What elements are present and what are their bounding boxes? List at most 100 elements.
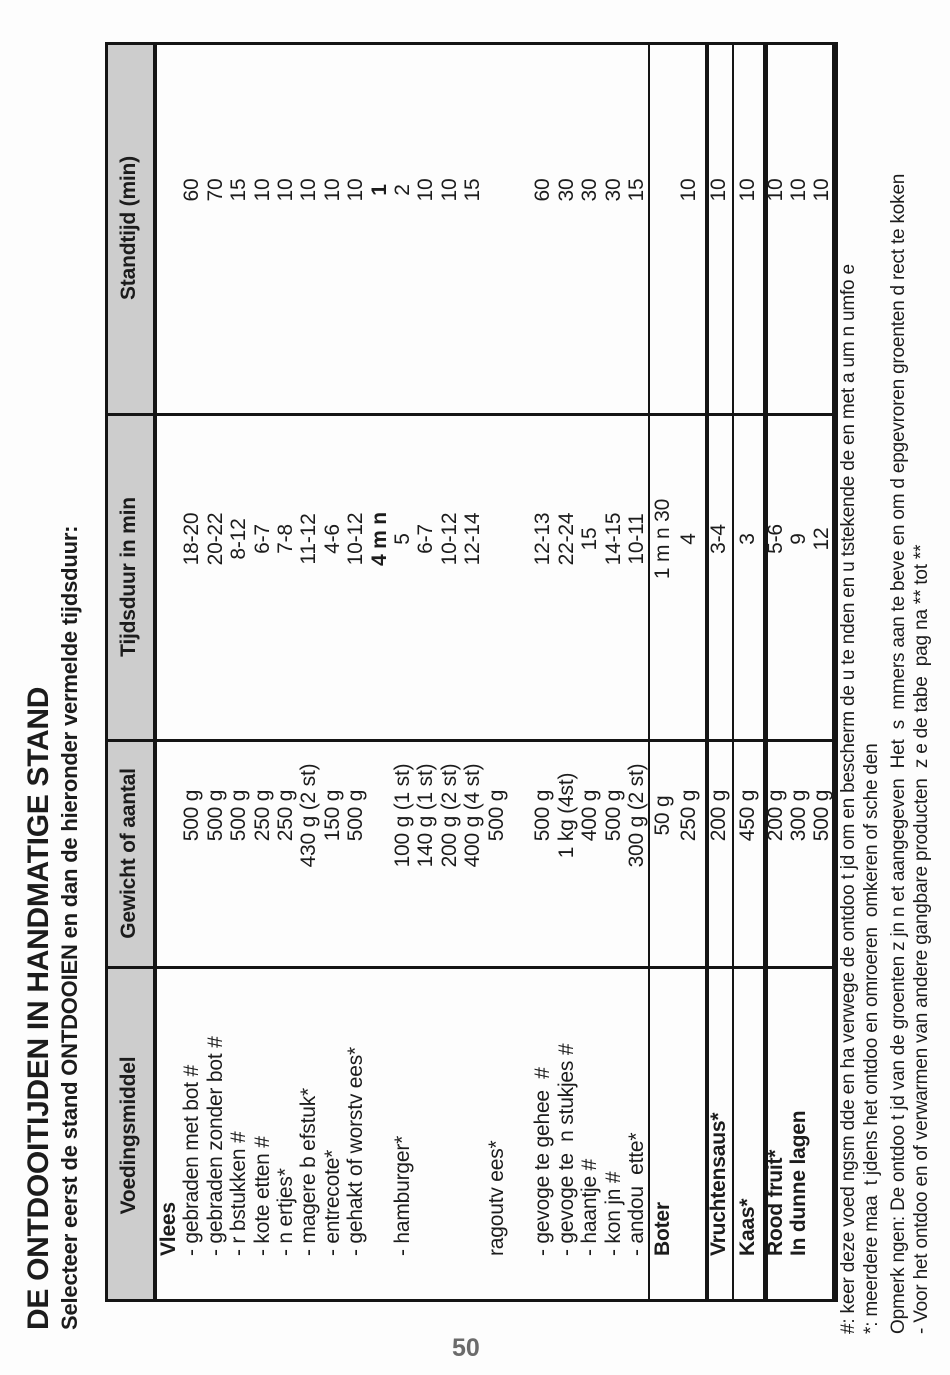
table-row: - gebraden zonder bot # 500 g 20-22 70 [204, 42, 227, 1302]
food-label-cell: - r bstukken # [227, 1131, 251, 1256]
standtime-cell: 70 [203, 178, 227, 202]
food-label-cell [810, 934, 833, 1256]
food-label-cell: - haantje # [578, 1158, 602, 1256]
rotated-page-content: DE ONTDOOITIJDEN IN HANDMATIGE STAND Sel… [22, 4, 932, 1334]
food-label-cell: ragoutv ees* [484, 1140, 508, 1256]
standtime-cell: 10 [344, 178, 368, 202]
weight-cell: 200 g [707, 789, 730, 842]
weight-cell: 400 g [578, 789, 602, 842]
table-row: 4 m n 1 [368, 42, 391, 1302]
column-header-tijdsduur: Tijdsduur in min [117, 497, 140, 657]
food-label-cell: - andou ette* [625, 1132, 648, 1256]
weight-cell: 500 g [227, 789, 251, 842]
time-cell: 4 m n [367, 512, 391, 566]
standtime-cell [485, 4, 508, 376]
time-cell: 18-20 [180, 512, 204, 566]
table-row: In dunne lagen 300 g 9 10 [787, 42, 810, 1302]
table-row: - gevoge te gehee # 500 g 12-13 60 [531, 42, 554, 1302]
food-label-cell: - gehakt of worstv ees* [344, 1047, 368, 1256]
weight-cell: 140 g (1 st) [414, 763, 438, 868]
standtime-cell: 10 [274, 178, 297, 202]
time-cell: 4-6 [320, 524, 344, 554]
weight-cell [368, 702, 391, 929]
food-label-cell: Boter [651, 1202, 674, 1256]
food-label-cell: Vruchtensaus* [707, 1112, 730, 1256]
time-cell: 12-13 [531, 512, 555, 566]
time-cell: 12 [810, 527, 833, 551]
weight-cell: 100 g (1 st) [391, 763, 414, 868]
standtime-cell: 10 [320, 178, 344, 202]
standtime-cell: 10 [297, 178, 321, 202]
time-cell: 9 [787, 533, 810, 545]
table-row: Kaas* 450 g 3 10 [736, 42, 759, 1302]
weight-cell: 200 g [764, 789, 787, 842]
standtime-cell: 60 [531, 178, 555, 202]
time-cell: 5-6 [764, 524, 787, 554]
footnote-opmerkingen: Opmerk ngen: De ontdoo t jd van de groen… [888, 173, 909, 1334]
table-row: 140 g (1 st) 6-7 10 [414, 42, 437, 1302]
food-label-cell [414, 934, 437, 1256]
table-row: - gehakt of worstv ees* 500 g 10-12 10 [344, 42, 367, 1302]
table-row: - entrecote* 150 g 4-6 10 [321, 42, 344, 1302]
time-cell [157, 376, 180, 702]
weight-cell: 50 g [651, 795, 674, 836]
weight-cell: 450 g [736, 789, 759, 842]
weight-cell: 1 kg (4st) [554, 772, 578, 859]
table-row: Vlees [157, 42, 180, 1302]
time-cell: 14-15 [601, 512, 625, 566]
food-label-cell: - kon jn # [601, 1171, 625, 1256]
food-label-cell [438, 934, 461, 1256]
food-label-cell: - gevoge te gehee # [531, 1067, 555, 1256]
time-cell: 6-7 [250, 524, 274, 554]
time-cell: 1 m n 30 [651, 498, 674, 580]
table-row: - haantje # 400 g 15 30 [578, 42, 601, 1302]
page-number: 50 [452, 1334, 480, 1362]
table-row: 500 g 12 10 [810, 42, 833, 1302]
standtime-cell: 30 [601, 178, 625, 202]
table-row: Vruchtensaus* 200 g 3-4 10 [707, 42, 730, 1302]
standtime-cell: 10 [736, 178, 759, 202]
table-row: - gebraden met bot # 500 g 18-20 60 [180, 42, 203, 1302]
weight-cell: 500 g [180, 789, 204, 842]
time-cell: 4 [677, 533, 700, 545]
footnote-hash: #: keer deze voed ngsm dde en ha verwege… [838, 264, 859, 1334]
food-label-cell: In dunne lagen [787, 1110, 810, 1256]
time-cell: 6-7 [414, 524, 438, 554]
section-separator-boter [648, 42, 650, 1302]
table-row: Rood fruit* 200 g 5-6 10 [764, 42, 787, 1302]
standtime-cell [508, 4, 531, 376]
standtime-cell: 1 [367, 184, 391, 196]
footnote-asterisk: *: meerdere maa t jdens het ontdoo en om… [861, 743, 882, 1334]
column-header-voedingsmiddel: Voedingsmiddel [117, 1056, 140, 1215]
weight-cell: 300 g (2 st) [625, 763, 648, 868]
standtime-cell [651, 4, 674, 376]
time-cell: 3-4 [707, 524, 730, 554]
weight-cell: 500 g [531, 789, 555, 842]
time-cell: 10-12 [344, 512, 368, 566]
weight-cell: 500 g [344, 789, 368, 842]
standtime-cell: 30 [578, 178, 602, 202]
time-cell: 10-11 [625, 513, 648, 565]
time-cell [508, 376, 531, 702]
weight-cell: 250 g [250, 789, 274, 842]
weight-cell: 500 g [810, 789, 833, 842]
weight-cell: 500 g [203, 789, 227, 842]
standtime-cell: 10 [677, 178, 700, 202]
standtime-cell: 10 [414, 178, 438, 202]
table-row: - kote etten # 250 g 6-7 10 [251, 42, 274, 1302]
table-row: - n ertjes* 250 g 7-8 10 [274, 42, 297, 1302]
food-label-cell: - kote etten # [250, 1136, 274, 1256]
time-cell: 10-12 [437, 512, 461, 566]
table-row [508, 42, 531, 1302]
table-row: - andou ette* 300 g (2 st) 10-11 15 [625, 42, 648, 1302]
page-title: DE ONTDOOITIJDEN IN HANDMATIGE STAND [22, 686, 55, 1330]
time-cell: 5 [391, 533, 414, 545]
food-label-cell [677, 934, 700, 1256]
weight-cell [157, 702, 180, 929]
food-label-cell: - magere b efstuk* [297, 1088, 321, 1256]
standtime-cell: 10 [250, 178, 274, 202]
standtime-cell [157, 4, 180, 376]
standtime-cell: 10 [437, 178, 461, 202]
food-label-cell: Vlees [157, 1202, 180, 1256]
